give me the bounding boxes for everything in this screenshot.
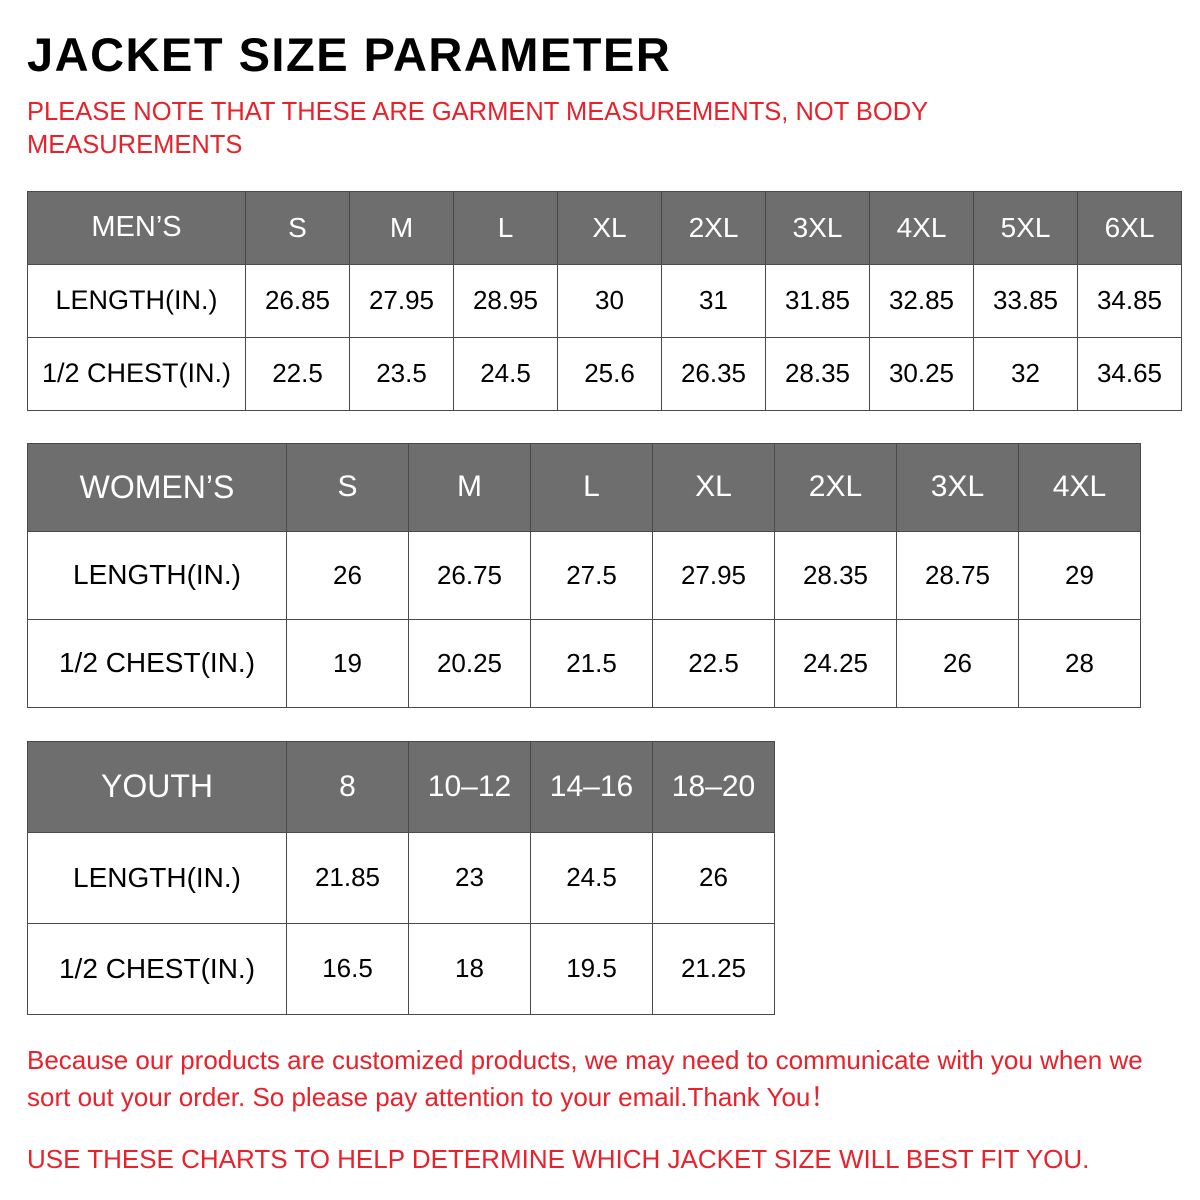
table-cell: 26 — [896, 618, 1019, 708]
table-row: LENGTH(IN.) 26 26.75 27.5 27.95 28.35 28… — [27, 530, 1141, 620]
table-cell: 24.5 — [530, 831, 653, 924]
table-cell: 23.5 — [349, 336, 454, 411]
youth-size-header: 18–20 — [652, 740, 775, 833]
table-cell: 27.5 — [530, 530, 653, 620]
table-cell: 31 — [661, 263, 766, 338]
table-cell: 28.95 — [453, 263, 558, 338]
youth-size-header: 14–16 — [530, 740, 653, 833]
page-title: JACKET SIZE PARAMETER — [27, 28, 672, 81]
table-cell: 33.85 — [973, 263, 1078, 338]
table-cell: 27.95 — [652, 530, 775, 620]
table-cell: 28 — [1018, 618, 1141, 708]
row-label: 1/2 CHEST(IN.) — [27, 922, 287, 1015]
table-cell: 30.25 — [869, 336, 974, 411]
table-row: LENGTH(IN.) 26.85 27.95 28.95 30 31 31.8… — [27, 263, 1182, 338]
table-cell: 23 — [408, 831, 531, 924]
womens-header-row: WOMEN’S S M L XL 2XL 3XL 4XL — [27, 442, 1141, 532]
table-cell: 26.85 — [245, 263, 350, 338]
customization-note: Because our products are customized prod… — [27, 1044, 1143, 1113]
womens-size-header: 2XL — [774, 442, 897, 532]
row-label: LENGTH(IN.) — [27, 530, 287, 620]
table-cell: 29 — [1018, 530, 1141, 620]
table-cell: 30 — [557, 263, 662, 338]
womens-table-title: WOMEN’S — [27, 442, 287, 532]
table-cell: 26.35 — [661, 336, 766, 411]
mens-size-header: L — [453, 190, 558, 265]
mens-size-header: M — [349, 190, 454, 265]
table-cell: 18 — [408, 922, 531, 1015]
footer-notes: Because our products are customized prod… — [27, 1015, 1173, 1179]
mens-size-table: MEN’S S M L XL 2XL 3XL 4XL 5XL 6XL LENGT… — [27, 190, 1182, 411]
table-cell: 34.65 — [1077, 336, 1182, 411]
row-label: 1/2 CHEST(IN.) — [27, 618, 287, 708]
row-label: LENGTH(IN.) — [27, 831, 287, 924]
table-cell: 22.5 — [245, 336, 350, 411]
table-cell: 31.85 — [765, 263, 870, 338]
youth-size-header: 8 — [286, 740, 409, 833]
table-cell: 34.85 — [1077, 263, 1182, 338]
youth-table-title: YOUTH — [27, 740, 287, 833]
mens-header-row: MEN’S S M L XL 2XL 3XL 4XL 5XL 6XL — [27, 190, 1182, 265]
womens-size-header: 3XL — [896, 442, 1019, 532]
mens-size-header: S — [245, 190, 350, 265]
chart-usage-note: USE THESE CHARTS TO HELP DETERMINE WHICH… — [27, 1143, 1090, 1174]
table-cell: 21.5 — [530, 618, 653, 708]
mens-size-header: 6XL — [1077, 190, 1182, 265]
table-row: 1/2 CHEST(IN.) 19 20.25 21.5 22.5 24.25 … — [27, 618, 1141, 708]
table-cell: 19.5 — [530, 922, 653, 1015]
table-row: LENGTH(IN.) 21.85 23 24.5 26 — [27, 831, 775, 924]
table-cell: 28.75 — [896, 530, 1019, 620]
table-cell: 20.25 — [408, 618, 531, 708]
womens-size-header: M — [408, 442, 531, 532]
table-cell: 21.85 — [286, 831, 409, 924]
table-cell: 24.5 — [453, 336, 558, 411]
womens-size-header: L — [530, 442, 653, 532]
table-cell: 16.5 — [286, 922, 409, 1015]
row-label: 1/2 CHEST(IN.) — [27, 336, 246, 411]
womens-size-header: XL — [652, 442, 775, 532]
mens-size-header: 5XL — [973, 190, 1078, 265]
table-cell: 32.85 — [869, 263, 974, 338]
womens-size-table: WOMEN’S S M L XL 2XL 3XL 4XL LENGTH(IN.)… — [27, 442, 1141, 708]
table-cell: 28.35 — [774, 530, 897, 620]
table-row: 1/2 CHEST(IN.) 16.5 18 19.5 21.25 — [27, 922, 775, 1015]
table-row: 1/2 CHEST(IN.) 22.5 23.5 24.5 25.6 26.35… — [27, 336, 1182, 411]
table-cell: 24.25 — [774, 618, 897, 708]
mens-size-header: 4XL — [869, 190, 974, 265]
table-cell: 21.25 — [652, 922, 775, 1015]
mens-table-title: MEN’S — [27, 190, 246, 265]
mens-size-header: 3XL — [765, 190, 870, 265]
table-cell: 22.5 — [652, 618, 775, 708]
table-cell: 26 — [652, 831, 775, 924]
table-cell: 28.35 — [765, 336, 870, 411]
youth-size-header: 10–12 — [408, 740, 531, 833]
table-cell: 26.75 — [408, 530, 531, 620]
womens-size-header: 4XL — [1018, 442, 1141, 532]
youth-header-row: YOUTH 8 10–12 14–16 18–20 — [27, 740, 775, 833]
youth-size-table: YOUTH 8 10–12 14–16 18–20 LENGTH(IN.) 21… — [27, 740, 775, 1015]
womens-size-header: S — [286, 442, 409, 532]
table-cell: 27.95 — [349, 263, 454, 338]
row-label: LENGTH(IN.) — [27, 263, 246, 338]
table-cell: 26 — [286, 530, 409, 620]
table-cell: 19 — [286, 618, 409, 708]
mens-size-header: 2XL — [661, 190, 766, 265]
table-cell: 32 — [973, 336, 1078, 411]
table-cell: 25.6 — [557, 336, 662, 411]
garment-measurement-note: PLEASE NOTE THAT THESE ARE GARMENT MEASU… — [27, 98, 928, 159]
mens-size-header: XL — [557, 190, 662, 265]
